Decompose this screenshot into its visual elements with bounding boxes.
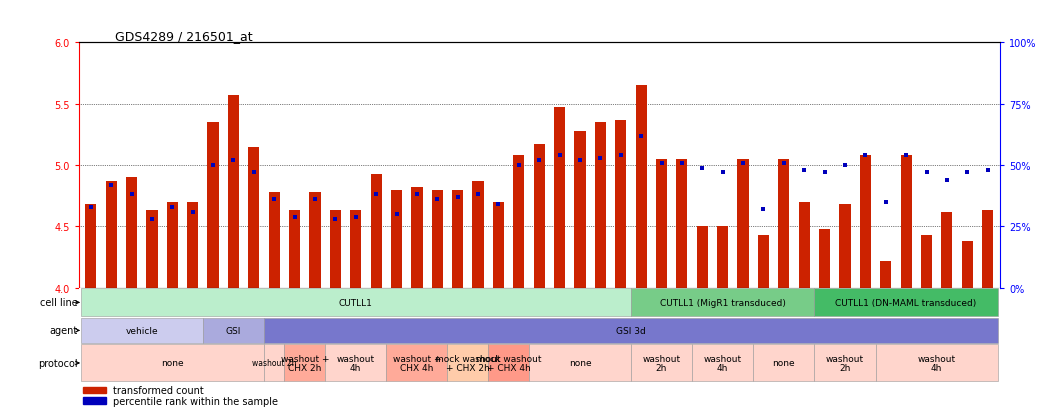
Text: none: none (569, 358, 592, 368)
Text: washout +
CHX 4h: washout + CHX 4h (393, 354, 441, 373)
Text: CUTLL1 (DN-MAML transduced): CUTLL1 (DN-MAML transduced) (836, 298, 977, 307)
Bar (840, 205, 850, 288)
Text: vehicle: vehicle (126, 326, 158, 335)
Text: GSI 3d: GSI 3d (616, 326, 646, 335)
Bar (203, 318, 264, 343)
Bar (83, 397, 106, 404)
Bar (799, 202, 809, 288)
Bar (411, 188, 423, 288)
Bar (815, 289, 998, 317)
Text: mock washout
+ CHX 2h: mock washout + CHX 2h (436, 354, 500, 373)
Bar (264, 344, 285, 382)
Bar (248, 147, 260, 288)
Bar (289, 211, 300, 288)
Bar (228, 96, 239, 288)
Bar (513, 156, 525, 288)
Bar (285, 344, 326, 382)
Bar (207, 123, 219, 288)
Bar (534, 145, 544, 288)
Bar (326, 344, 386, 382)
Bar (595, 123, 606, 288)
Bar (187, 202, 198, 288)
Bar (488, 344, 529, 382)
Bar (269, 192, 280, 288)
Bar (921, 235, 932, 288)
Bar (900, 156, 912, 288)
Text: percentile rank within the sample: percentile rank within the sample (113, 396, 277, 406)
Bar (431, 190, 443, 288)
Bar (616, 121, 626, 288)
Bar (126, 178, 137, 288)
Text: none: none (773, 358, 795, 368)
Bar (753, 344, 815, 382)
Bar (264, 318, 998, 343)
Bar (472, 182, 484, 288)
Text: CUTLL1 (MigR1 transduced): CUTLL1 (MigR1 transduced) (660, 298, 785, 307)
Bar (309, 192, 320, 288)
Text: washout
4h: washout 4h (337, 354, 375, 373)
Bar (676, 159, 688, 288)
Text: protocol: protocol (38, 358, 77, 368)
Bar (81, 344, 264, 382)
Text: cell line: cell line (40, 298, 77, 308)
Bar (860, 156, 871, 288)
Bar (147, 211, 157, 288)
Text: mock washout
+ CHX 4h: mock washout + CHX 4h (476, 354, 541, 373)
Bar (655, 159, 667, 288)
Bar (575, 131, 585, 288)
Bar (758, 235, 770, 288)
Bar (350, 211, 361, 288)
Bar (85, 205, 96, 288)
Bar (529, 344, 631, 382)
Bar (717, 227, 729, 288)
Bar (636, 86, 647, 288)
Bar (631, 344, 692, 382)
Bar (881, 261, 891, 288)
Bar (692, 344, 753, 382)
Bar (875, 344, 998, 382)
Bar (447, 344, 488, 382)
Bar (106, 182, 117, 288)
Text: GSI: GSI (226, 326, 241, 335)
Bar (815, 344, 875, 382)
Bar (81, 318, 203, 343)
Bar (452, 190, 463, 288)
Bar (330, 211, 341, 288)
Text: CUTLL1: CUTLL1 (339, 298, 373, 307)
Bar (371, 174, 382, 288)
Text: washout
2h: washout 2h (643, 354, 681, 373)
Bar (941, 212, 953, 288)
Bar (961, 242, 973, 288)
Text: GDS4289 / 216501_at: GDS4289 / 216501_at (115, 31, 253, 43)
Bar (778, 159, 789, 288)
Bar (391, 190, 402, 288)
Bar (386, 344, 447, 382)
Bar (737, 159, 749, 288)
Bar (631, 289, 815, 317)
Text: none: none (161, 358, 183, 368)
Bar (554, 108, 565, 288)
Text: washout
4h: washout 4h (917, 354, 956, 373)
Text: washout
4h: washout 4h (704, 354, 741, 373)
Text: washout +
CHX 2h: washout + CHX 2h (281, 354, 329, 373)
Bar (493, 202, 504, 288)
Text: washout 2h: washout 2h (252, 358, 296, 368)
Bar (81, 289, 631, 317)
Bar (982, 211, 994, 288)
Text: agent: agent (49, 325, 77, 336)
Text: transformed count: transformed count (113, 385, 203, 395)
Text: washout
2h: washout 2h (826, 354, 864, 373)
Bar (83, 387, 106, 394)
Bar (819, 229, 830, 288)
Bar (696, 227, 708, 288)
Bar (166, 202, 178, 288)
